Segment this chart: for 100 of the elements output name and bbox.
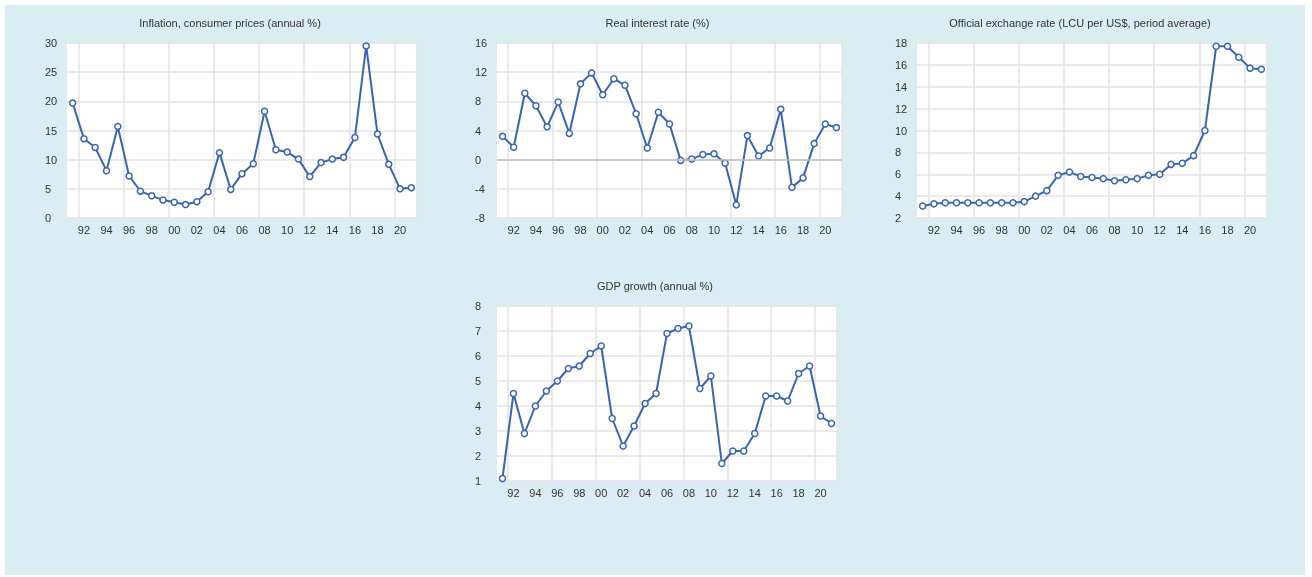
y-tick-label: 14 xyxy=(895,80,908,93)
x-tick-label: 14 xyxy=(326,223,339,236)
x-tick-label: 02 xyxy=(1040,223,1053,236)
point xyxy=(685,322,693,330)
y-tick-label: 7 xyxy=(475,325,482,337)
point xyxy=(652,389,660,398)
point xyxy=(520,429,529,438)
point xyxy=(608,414,616,423)
x-tick-label: 98 xyxy=(573,486,586,499)
point xyxy=(964,198,972,207)
point xyxy=(663,329,671,338)
point xyxy=(80,134,88,143)
point xyxy=(718,459,726,468)
point xyxy=(1178,159,1187,168)
y-tick-label: 0 xyxy=(45,212,52,224)
point xyxy=(721,159,729,168)
x-tick-label: 16 xyxy=(348,223,362,236)
x-tick-label: 98 xyxy=(145,223,158,236)
point xyxy=(1246,64,1254,72)
point xyxy=(621,81,629,90)
x-tick-label: 04 xyxy=(641,223,654,236)
point xyxy=(794,369,803,378)
point xyxy=(564,364,573,373)
point xyxy=(226,185,235,194)
x-tick-label: 08 xyxy=(685,223,698,236)
x-tick-label: 10 xyxy=(704,486,717,499)
x-tick-label: 20 xyxy=(393,223,407,236)
x-tick-label: 94 xyxy=(100,223,113,236)
point xyxy=(1235,53,1243,61)
point xyxy=(783,397,792,405)
point xyxy=(710,150,718,158)
point xyxy=(114,122,122,131)
x-tick-label: 12 xyxy=(726,486,739,499)
point xyxy=(181,200,190,209)
point xyxy=(1144,171,1153,180)
point xyxy=(586,349,594,358)
point xyxy=(1088,173,1096,182)
point xyxy=(215,148,224,157)
x-tick-label: 20 xyxy=(814,486,827,499)
point xyxy=(147,192,156,200)
point xyxy=(610,74,618,83)
point xyxy=(575,362,584,370)
point xyxy=(619,442,627,450)
point xyxy=(531,402,540,410)
point xyxy=(1201,126,1209,135)
point xyxy=(351,133,359,142)
x-tick-label: 14 xyxy=(1176,223,1189,236)
y-tick-label: 6 xyxy=(895,168,902,181)
x-tick-label: 00 xyxy=(595,486,608,499)
y-tick-label: 25 xyxy=(45,66,58,79)
point xyxy=(997,198,1006,207)
point xyxy=(832,123,841,132)
point xyxy=(1133,174,1141,183)
point xyxy=(654,108,663,117)
y-tick-label: 10 xyxy=(895,124,908,137)
y-tick-label: 2 xyxy=(475,450,482,462)
point xyxy=(743,131,752,140)
y-tick-label: 2 xyxy=(895,212,902,224)
point xyxy=(193,197,201,206)
point xyxy=(509,389,518,398)
x-tick-label: 10 xyxy=(707,223,721,236)
point xyxy=(810,139,818,148)
point xyxy=(170,198,179,206)
point xyxy=(339,153,348,162)
point xyxy=(260,107,269,115)
point xyxy=(630,422,638,430)
point xyxy=(385,160,393,169)
x-tick-label: 18 xyxy=(792,486,805,499)
x-tick-label: 14 xyxy=(752,223,765,236)
x-tick-label: 00 xyxy=(168,223,181,236)
point xyxy=(542,387,551,395)
point xyxy=(740,447,748,455)
y-tick-label: 3 xyxy=(475,425,482,437)
x-tick-label: 06 xyxy=(235,223,249,236)
x-tick-label: 08 xyxy=(1108,223,1121,236)
point xyxy=(975,198,983,207)
point xyxy=(632,109,640,118)
point xyxy=(641,399,649,408)
x-tick-label: 10 xyxy=(281,223,294,236)
x-tick-label: 12 xyxy=(303,223,316,236)
point xyxy=(543,123,551,131)
point xyxy=(1156,170,1164,178)
x-tick-label: 96 xyxy=(122,223,136,236)
point xyxy=(696,384,704,393)
y-tick-label: 1 xyxy=(475,475,482,487)
point xyxy=(1122,175,1130,184)
x-tick-label: 98 xyxy=(574,223,587,236)
point xyxy=(754,152,763,160)
point xyxy=(204,188,212,196)
x-tick-label: 96 xyxy=(972,223,986,236)
y-tick-label: 5 xyxy=(45,182,52,195)
x-tick-label: 04 xyxy=(638,486,652,499)
point xyxy=(761,392,770,400)
y-tick-label: 5 xyxy=(475,375,482,387)
x-tick-label: 18 xyxy=(371,223,384,236)
point xyxy=(788,183,796,192)
x-tick-label: 94 xyxy=(950,223,963,236)
point xyxy=(521,89,529,98)
point xyxy=(918,202,927,210)
point xyxy=(1009,198,1017,207)
